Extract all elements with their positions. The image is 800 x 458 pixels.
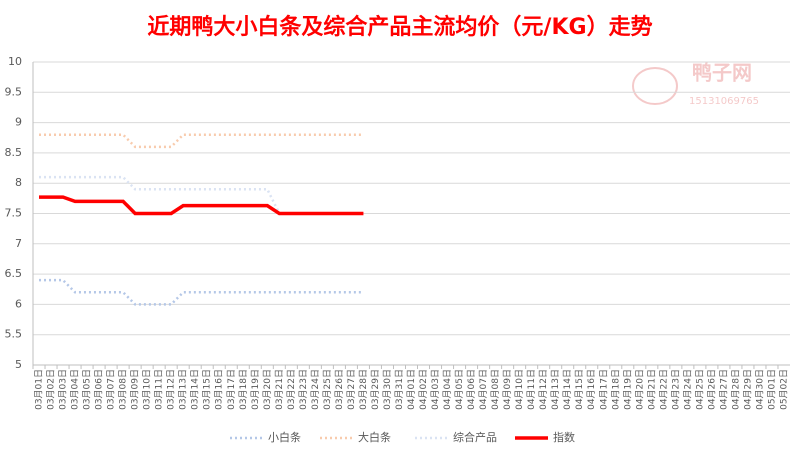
x-tick-label: 04月07日 bbox=[478, 369, 489, 410]
x-tick-label: 03月10日 bbox=[142, 369, 153, 410]
x-tick-label: 04月17日 bbox=[598, 369, 609, 410]
x-tick-label: 04月02日 bbox=[418, 369, 429, 410]
x-tick-label: 05月01日 bbox=[766, 369, 777, 410]
x-tick-label: 04月23日 bbox=[670, 369, 681, 410]
x-tick-label: 04月18日 bbox=[610, 369, 621, 410]
x-tick-label: 03月15日 bbox=[202, 369, 213, 410]
x-tick-label: 04月19日 bbox=[622, 369, 633, 410]
y-tick-label: 6.5 bbox=[5, 267, 23, 280]
x-tick-label: 04月22日 bbox=[658, 369, 669, 410]
x-tick-label: 03月05日 bbox=[82, 369, 93, 410]
x-tick-label: 04月11日 bbox=[526, 369, 537, 410]
y-tick-label: 7.5 bbox=[5, 207, 23, 220]
x-tick-label: 04月14日 bbox=[562, 369, 573, 410]
x-tick-label: 03月21日 bbox=[274, 369, 285, 410]
x-tick-label: 03月03日 bbox=[58, 369, 69, 410]
x-tick-label: 04月26日 bbox=[706, 369, 717, 410]
x-tick-label: 04月13日 bbox=[550, 369, 561, 410]
x-tick-label: 04月29日 bbox=[742, 369, 753, 410]
y-tick-label: 9.5 bbox=[5, 85, 23, 98]
y-tick-label: 10 bbox=[8, 55, 22, 68]
x-tick-label: 04月27日 bbox=[718, 369, 729, 410]
watermark-brand: 鸭子网 bbox=[692, 61, 752, 85]
y-tick-label: 8 bbox=[15, 176, 22, 189]
x-tick-label: 04月28日 bbox=[730, 369, 741, 410]
x-tick-label: 03月14日 bbox=[190, 369, 201, 410]
x-tick-label: 03月02日 bbox=[46, 369, 57, 410]
x-tick-label: 03月22日 bbox=[286, 369, 297, 410]
x-tick-label: 03月16日 bbox=[214, 369, 225, 410]
x-tick-label: 03月17日 bbox=[226, 369, 237, 410]
x-tick-label: 03月24日 bbox=[310, 369, 321, 410]
legend-label: 小白条 bbox=[268, 430, 301, 444]
x-tick-label: 03月01日 bbox=[34, 369, 45, 410]
watermark-logo bbox=[632, 67, 678, 105]
x-tick-label: 04月15日 bbox=[574, 369, 585, 410]
x-tick-label: 03月31日 bbox=[394, 369, 405, 410]
x-tick-label: 05月02日 bbox=[778, 369, 789, 410]
x-tick-label: 03月04日 bbox=[70, 369, 81, 410]
x-tick-label: 04月16日 bbox=[586, 369, 597, 410]
x-tick-label: 04月03日 bbox=[430, 369, 441, 410]
series-line bbox=[39, 133, 364, 149]
x-tick-label: 03月20日 bbox=[262, 369, 273, 410]
x-tick-label: 03月27日 bbox=[346, 369, 357, 410]
x-tick-label: 03月19日 bbox=[250, 369, 261, 410]
y-tick-label: 9 bbox=[15, 116, 22, 129]
x-tick-label: 03月13日 bbox=[178, 369, 189, 410]
series-line bbox=[39, 175, 364, 215]
x-tick-label: 03月29日 bbox=[370, 369, 381, 410]
x-tick-label: 04月12日 bbox=[538, 369, 549, 410]
chart-title: 近期鸭大小白条及综合产品主流均价（元/KG）走势 bbox=[147, 14, 652, 40]
x-tick-label: 04月01日 bbox=[406, 369, 417, 410]
x-tick-label: 04月04日 bbox=[442, 369, 453, 410]
x-tick-label: 04月25日 bbox=[694, 369, 705, 410]
x-tick-label: 04月24日 bbox=[682, 369, 693, 410]
watermark: 鸭子网 15131069765 bbox=[632, 61, 759, 107]
x-tick-label: 03月25日 bbox=[322, 369, 333, 410]
x-tick-label: 03月26日 bbox=[334, 369, 345, 410]
x-tick-label: 03月07日 bbox=[106, 369, 117, 410]
x-tick-label: 03月12日 bbox=[166, 369, 177, 410]
y-tick-label: 7 bbox=[15, 237, 22, 250]
x-tick-label: 04月10日 bbox=[514, 369, 525, 410]
x-tick-label: 03月08日 bbox=[118, 369, 129, 410]
y-tick-label: 5.5 bbox=[5, 328, 23, 341]
x-tick-label: 04月20日 bbox=[634, 369, 645, 410]
series-line bbox=[39, 195, 364, 216]
x-tick-label: 03月28日 bbox=[358, 369, 369, 410]
x-tick-label: 04月08日 bbox=[490, 369, 501, 410]
y-tick-label: 5 bbox=[15, 358, 22, 371]
x-tick-label: 03月09日 bbox=[130, 369, 141, 410]
watermark-phone: 15131069765 bbox=[689, 96, 759, 107]
x-tick-label: 03月18日 bbox=[238, 369, 249, 410]
legend-label: 大白条 bbox=[358, 430, 391, 444]
legend-label: 综合产品 bbox=[453, 430, 497, 444]
legend-label: 指数 bbox=[553, 430, 575, 444]
x-tick-label: 04月09日 bbox=[502, 369, 513, 410]
y-tick-label: 8.5 bbox=[5, 146, 23, 159]
x-tick-label: 03月11日 bbox=[154, 369, 165, 410]
x-tick-label: 04月30日 bbox=[754, 369, 765, 410]
x-tick-label: 03月23日 bbox=[298, 369, 309, 410]
x-tick-label: 04月06日 bbox=[466, 369, 477, 410]
series-line bbox=[39, 278, 364, 306]
y-tick-label: 6 bbox=[15, 297, 22, 310]
x-tick-label: 03月06日 bbox=[94, 369, 105, 410]
x-tick-label: 03月30日 bbox=[382, 369, 393, 410]
x-tick-label: 04月05日 bbox=[454, 369, 465, 410]
x-tick-label: 04月21日 bbox=[646, 369, 657, 410]
